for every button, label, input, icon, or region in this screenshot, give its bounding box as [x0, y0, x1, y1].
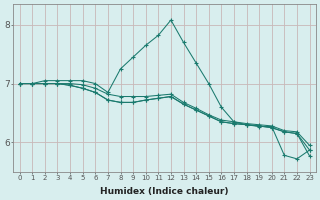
X-axis label: Humidex (Indice chaleur): Humidex (Indice chaleur)	[100, 187, 229, 196]
